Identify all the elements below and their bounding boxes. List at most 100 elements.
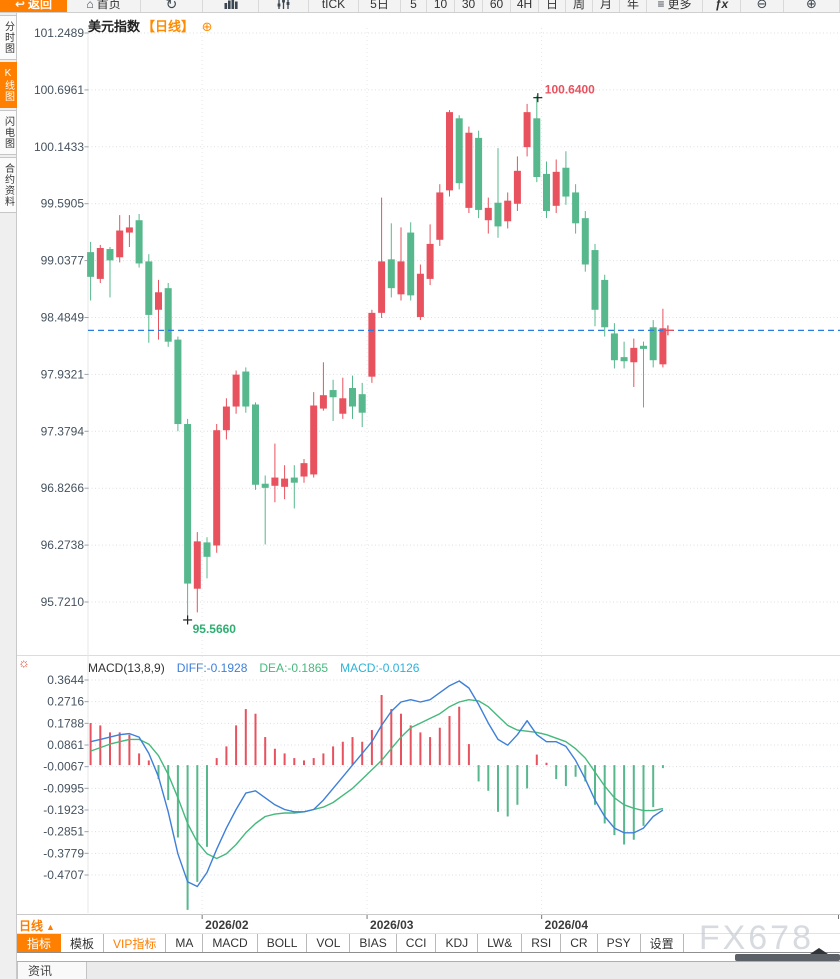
sidebar-tab-kline[interactable]: K线图	[0, 62, 17, 108]
bottom-tab-cci[interactable]: CCI	[397, 934, 437, 952]
macd-params-label: MACD(13,8,9)	[88, 661, 165, 675]
zoom-in-button[interactable]: ⊕	[784, 0, 840, 12]
candle-body	[572, 192, 580, 224]
timeframe-month-button[interactable]: 月	[593, 0, 620, 12]
candle-body	[242, 371, 250, 407]
macd-header: MACD(13,8,9) DIFF:-0.1928 DEA:-0.1865 MA…	[88, 661, 419, 675]
candle-body	[659, 328, 667, 365]
price-axis-label: 101.2489	[34, 26, 84, 40]
bottom-tab-vip-indicators[interactable]: VIP指标	[104, 934, 167, 952]
macd-macd-value: MACD:-0.0126	[340, 661, 420, 675]
candle-body	[174, 339, 182, 425]
candle-body	[484, 207, 492, 221]
timeframe-30m-button[interactable]: 30	[455, 0, 483, 12]
candle-body	[164, 288, 172, 342]
more-button[interactable]: ≡ 更多	[647, 0, 703, 12]
indicator-sliders-button[interactable]	[259, 0, 309, 12]
bottom-tab-bias[interactable]: BIAS	[350, 934, 397, 952]
candle-body	[125, 227, 133, 233]
candle-body	[358, 394, 366, 413]
macd-axis-label: 0.0861	[47, 738, 84, 752]
timeframe-week-button[interactable]: 周	[566, 0, 593, 12]
zoom-in-icon: ⊕	[806, 0, 817, 11]
time-axis-row	[17, 914, 840, 933]
bottom-tab-rsi[interactable]: RSI	[522, 934, 562, 952]
fx-indicator-button[interactable]: ƒx	[703, 0, 741, 12]
bottom-tab-cr[interactable]: CR	[561, 934, 598, 952]
candle-body	[436, 192, 444, 240]
macd-axis-label: 0.1788	[47, 716, 84, 730]
candle-body	[319, 395, 327, 409]
price-axis-label: 95.7210	[41, 595, 85, 609]
tf-4h-label: 4H	[516, 0, 533, 11]
scrollbar-arrow-icon	[810, 948, 828, 954]
candle-body	[475, 137, 483, 210]
horizontal-scrollbar[interactable]	[735, 948, 840, 961]
candle-body	[455, 118, 463, 184]
timeframe-day-button[interactable]: 日	[539, 0, 566, 12]
timeframe-10m-button[interactable]: 10	[427, 0, 455, 12]
candle-body	[339, 398, 347, 414]
macd-axis-label: -0.3779	[43, 846, 84, 860]
tf-day-label: 日	[545, 0, 558, 11]
period-selector-label: 日线	[19, 919, 44, 933]
indicator-settings-icon[interactable]: ☼	[18, 655, 30, 670]
bottom-tab-vol[interactable]: VOL	[307, 934, 351, 952]
macd-axis-label: 0.2716	[47, 695, 84, 709]
price-axis-label: 97.3794	[41, 424, 85, 438]
bottom-tab-macd[interactable]: MACD	[203, 934, 258, 952]
bar-chart-icon	[224, 0, 238, 9]
tf-year-label: 年	[626, 0, 639, 11]
candle-body	[261, 483, 269, 488]
candle-body	[581, 218, 589, 265]
zoom-out-button[interactable]: ⊖	[741, 0, 784, 12]
timeframe-5m-button[interactable]: 5	[401, 0, 427, 12]
candle-body	[290, 477, 298, 483]
timeframe-tick-button[interactable]: tICK	[309, 0, 359, 12]
period-tag: 【日线】	[142, 19, 195, 34]
home-button[interactable]: ⌂ 首页	[67, 0, 141, 12]
macd-axis-label: 0.3644	[47, 673, 84, 687]
candle-body	[649, 327, 657, 361]
refresh-button[interactable]: ↻	[141, 0, 203, 12]
candle-body	[193, 541, 201, 589]
tf-5d-label: 5日	[370, 0, 389, 11]
candle-body	[552, 171, 560, 206]
bottom-tab-kdj[interactable]: KDJ	[436, 934, 479, 952]
bottom-tab-templates[interactable]: 模板	[61, 934, 105, 952]
timeframe-4h-button[interactable]: 4H	[511, 0, 539, 12]
sidebar-tab-lightning[interactable]: 闪电图	[0, 110, 17, 155]
bottom-tab-indicators[interactable]: 指标	[17, 934, 62, 952]
candle-body	[87, 252, 95, 277]
top-toolbar: ↩ 返回 ⌂ 首页 ↻	[0, 0, 840, 13]
bottom-tab-settings[interactable]: 设置	[641, 934, 684, 952]
timeframe-60m-button[interactable]: 60	[483, 0, 511, 12]
bottom-tab-boll[interactable]: BOLL	[258, 934, 308, 952]
sidebar-tab-time-share[interactable]: 分时图	[0, 15, 17, 60]
bottom-tab-ma[interactable]: MA	[166, 934, 204, 952]
bottom-tab-lw[interactable]: LW&	[478, 934, 523, 952]
add-compare-icon[interactable]: ⊕	[201, 19, 213, 34]
candle-body	[601, 279, 609, 328]
period-selector[interactable]: 日线 ▲	[19, 917, 55, 934]
candle-body	[378, 261, 386, 313]
news-tab[interactable]: 资讯	[17, 962, 87, 979]
back-button[interactable]: ↩ 返回	[0, 0, 67, 12]
timeframe-year-button[interactable]: 年	[620, 0, 647, 12]
low-price-label: 95.5660	[193, 622, 237, 636]
bottom-tab-psy[interactable]: PSY	[598, 934, 641, 952]
bar-chart-mode-button[interactable]	[203, 0, 259, 12]
candle-body	[310, 405, 318, 475]
macd-axis-label: -0.2851	[43, 825, 84, 839]
dea-line	[90, 699, 664, 860]
candle-body	[300, 463, 308, 477]
macd-diff-value: DIFF:-0.1928	[176, 661, 248, 675]
timeframe-5d-button[interactable]: 5日	[359, 0, 401, 12]
zoom-out-icon: ⊖	[756, 0, 768, 11]
candle-body	[513, 170, 521, 204]
tf-week-label: 周	[572, 0, 585, 11]
price-axis-label: 99.0377	[41, 254, 85, 268]
triangle-up-icon: ▲	[46, 922, 55, 932]
sidebar-tab-contract-info[interactable]: 合约资料	[0, 157, 17, 213]
